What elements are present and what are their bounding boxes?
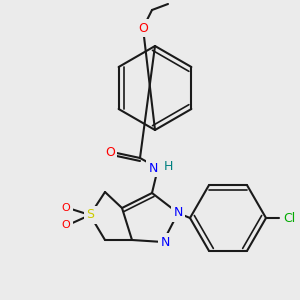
Text: H: H [163, 160, 173, 173]
Text: N: N [160, 236, 170, 248]
Text: Cl: Cl [283, 212, 295, 224]
Text: S: S [86, 208, 94, 221]
Text: N: N [173, 206, 183, 220]
Text: O: O [61, 203, 70, 213]
Text: N: N [148, 161, 158, 175]
Text: O: O [105, 146, 115, 160]
Text: O: O [138, 22, 148, 34]
Text: O: O [61, 220, 70, 230]
